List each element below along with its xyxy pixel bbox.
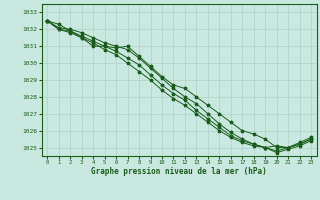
X-axis label: Graphe pression niveau de la mer (hPa): Graphe pression niveau de la mer (hPa) xyxy=(91,167,267,176)
